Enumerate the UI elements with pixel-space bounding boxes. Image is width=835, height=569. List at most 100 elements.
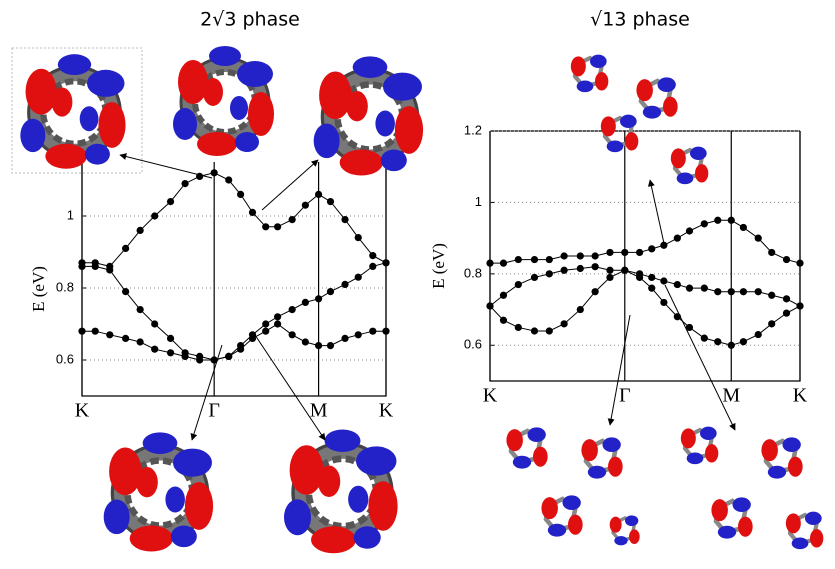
band-point <box>606 249 613 256</box>
x-tick-label: K <box>75 400 90 422</box>
y-tick-label: 1 <box>475 194 482 209</box>
band-point <box>122 288 129 295</box>
band-line <box>82 263 386 360</box>
band-point <box>341 216 348 223</box>
y-tick-label: 0.6 <box>464 337 482 352</box>
band-point <box>686 285 693 292</box>
band-point <box>341 335 348 342</box>
band-point <box>341 281 348 288</box>
band-point <box>106 266 113 273</box>
band-point <box>137 227 144 234</box>
band-point <box>592 252 599 259</box>
band-point <box>181 353 188 360</box>
band-point <box>714 217 721 224</box>
band-point <box>237 191 244 198</box>
band-point <box>740 224 747 231</box>
band-point <box>369 263 376 270</box>
band-point <box>606 267 613 274</box>
band-point <box>274 223 281 230</box>
orbital-image <box>761 437 802 478</box>
band-point <box>783 256 790 263</box>
band-point <box>486 302 493 309</box>
x-tick-label: K <box>483 385 498 407</box>
band-point <box>636 249 643 256</box>
band-point <box>515 256 522 263</box>
band-point <box>701 220 708 227</box>
y-tick-label: 0.6 <box>56 351 74 366</box>
orbital-image <box>541 495 582 536</box>
band-point <box>151 320 158 327</box>
band-line <box>490 267 800 306</box>
x-tick-label: K <box>793 385 808 407</box>
y-axis-label: E (eV) <box>29 266 48 312</box>
band-point <box>369 252 376 259</box>
band-point <box>289 306 296 313</box>
band-point <box>740 338 747 345</box>
band-point <box>355 234 362 241</box>
band-point <box>740 288 747 295</box>
y-tick-label: 1 <box>67 207 74 222</box>
band-point <box>686 227 693 234</box>
band-line <box>82 324 386 360</box>
chart-title: √13 phase <box>590 9 690 31</box>
band-point <box>500 260 507 267</box>
band-point <box>151 212 158 219</box>
plot-frame <box>82 162 386 396</box>
band-point <box>167 349 174 356</box>
band-point <box>500 292 507 299</box>
band-point <box>755 235 762 242</box>
orbital-image <box>506 427 547 468</box>
band-point <box>327 288 334 295</box>
band-point <box>137 306 144 313</box>
x-tick-label: M <box>310 400 328 422</box>
band-point <box>783 310 790 317</box>
band-point <box>315 295 322 302</box>
y-tick-label: 0.8 <box>464 265 482 280</box>
band-point <box>660 299 667 306</box>
band-point <box>606 274 613 281</box>
arrows <box>120 155 735 440</box>
band-point <box>151 346 158 353</box>
orbital-image <box>173 46 274 156</box>
band-point <box>592 263 599 270</box>
band-point <box>577 265 584 272</box>
band-point <box>796 302 803 309</box>
band-point <box>262 328 269 335</box>
band-point <box>382 328 389 335</box>
orbital-image <box>20 54 125 169</box>
band-point <box>755 288 762 295</box>
band-point <box>122 245 129 252</box>
band-point <box>783 295 790 302</box>
orbital-image <box>581 437 622 478</box>
band-point <box>768 249 775 256</box>
band-point <box>714 338 721 345</box>
band-point <box>355 274 362 281</box>
orbital-image <box>610 515 640 545</box>
band-point <box>648 274 655 281</box>
orbital-image <box>284 430 398 554</box>
orbital-image <box>786 512 824 550</box>
band-point <box>796 260 803 267</box>
orbital-image <box>571 55 609 93</box>
band-point <box>515 281 522 288</box>
x-tick-label: M <box>722 385 740 407</box>
band-point <box>621 267 628 274</box>
band-point <box>577 306 584 313</box>
band-point <box>648 245 655 252</box>
band-point <box>181 180 188 187</box>
band-point <box>78 263 85 270</box>
band-point <box>137 338 144 345</box>
band-point <box>237 346 244 353</box>
band-point <box>546 270 553 277</box>
band-point <box>621 249 628 256</box>
chart-title: 2√3 phase <box>200 9 300 31</box>
band-point <box>592 288 599 295</box>
band-point <box>531 256 538 263</box>
band-point <box>674 235 681 242</box>
band-point <box>515 324 522 331</box>
band-point <box>327 342 334 349</box>
orbital-image <box>601 115 639 153</box>
band-point <box>289 216 296 223</box>
band-point <box>167 198 174 205</box>
band-point <box>728 288 735 295</box>
